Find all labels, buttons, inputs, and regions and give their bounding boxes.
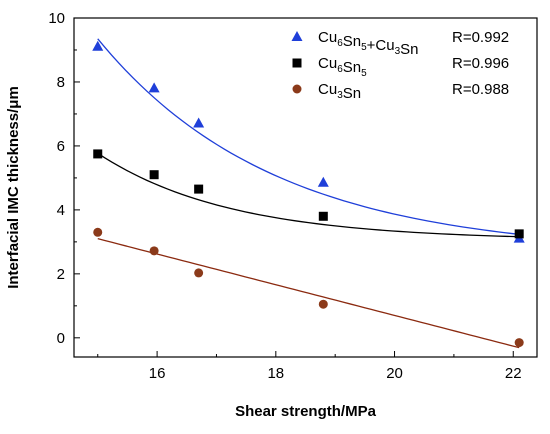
data-point-square [93,149,103,159]
legend-entry-circle: Cu3Sn R=0.988 [292,81,509,102]
y-tick-label: 4 [57,202,65,219]
legend-r-value: R=0.988 [452,81,509,98]
x-axis-title: Shear strength/MPa [235,403,377,420]
y-tick-label: 6 [57,138,65,155]
plot-frame [73,17,538,358]
data-markers [92,40,525,348]
legend-marker-circle [292,84,302,94]
x-tick-label: 16 [149,365,166,382]
legend-r-value: R=0.992 [452,29,509,46]
data-point-square [318,211,328,221]
legend-marker-square [292,58,302,68]
x-tick-label: 22 [505,365,522,382]
fit-curves [97,38,520,349]
legend-marker-triangle [291,31,303,41]
fit-line-circle [97,238,520,349]
y-tick-label: 10 [48,10,65,27]
data-point-triangle [193,117,205,128]
fit-line-triangle [97,38,520,235]
fit-line-square [97,152,520,238]
legend-r-value: R=0.996 [452,55,509,72]
data-point-square [514,229,524,239]
data-point-circle [149,246,159,256]
data-point-circle [514,338,524,348]
data-point-triangle [92,40,104,51]
legend-label: Cu6Sn5 [318,55,367,79]
y-tick-label: 8 [57,74,65,91]
y-axis-title: Interfacial IMC thickness/μm [5,86,22,289]
x-tick-labels: 16 18 20 22 [149,365,522,382]
legend: Cu6Sn5+Cu3Sn R=0.992 Cu6Sn5 R=0.996 Cu3Sn R=0… [291,29,509,102]
data-point-circle [318,299,328,309]
axis-ticks [74,17,514,357]
legend-label: Cu6Sn5+Cu3Sn [318,29,419,58]
x-tick-label: 18 [267,365,284,382]
legend-entry-triangle: Cu6Sn5+Cu3Sn R=0.992 [291,29,509,58]
data-point-triangle [317,176,329,187]
data-point-square [149,170,159,180]
legend-entry-square: Cu6Sn5 R=0.996 [292,55,509,79]
data-point-circle [194,268,204,278]
data-point-square [194,184,204,194]
data-point-triangle [148,82,160,93]
x-tick-label: 20 [386,365,403,382]
data-point-circle [93,227,103,237]
y-tick-label: 2 [57,266,65,283]
y-tick-label: 0 [57,330,65,347]
legend-label: Cu3Sn [318,81,361,102]
y-tick-labels: 0 2 4 6 8 10 [48,10,65,347]
